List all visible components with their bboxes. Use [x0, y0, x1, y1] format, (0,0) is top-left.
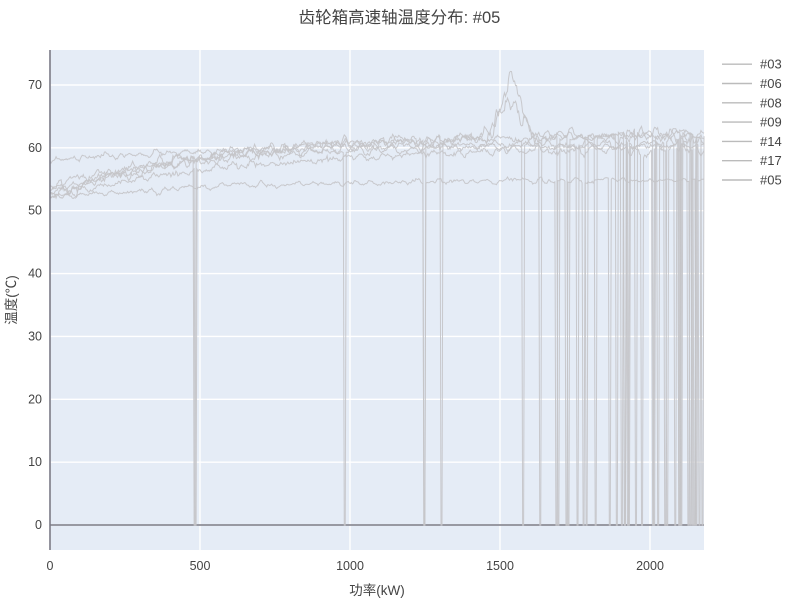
svg-text:温度(℃): 温度(℃) [4, 275, 19, 325]
svg-text:#08: #08 [760, 95, 782, 110]
svg-text:#03: #03 [760, 57, 782, 72]
svg-text:1500: 1500 [486, 559, 514, 573]
svg-text:#14: #14 [760, 134, 782, 149]
svg-text:#17: #17 [760, 153, 782, 168]
svg-text:500: 500 [190, 559, 211, 573]
svg-text:10: 10 [28, 455, 42, 469]
svg-text:70: 70 [28, 78, 42, 92]
svg-text:0: 0 [35, 518, 42, 532]
svg-text:#06: #06 [760, 76, 782, 91]
svg-text:齿轮箱高速轴温度分布: #05: 齿轮箱高速轴温度分布: #05 [299, 8, 501, 27]
svg-text:30: 30 [28, 329, 42, 343]
svg-text:功率(kW): 功率(kW) [349, 582, 404, 598]
svg-text:40: 40 [28, 267, 42, 281]
svg-text:20: 20 [28, 392, 42, 406]
svg-text:0: 0 [47, 559, 54, 573]
svg-text:#05: #05 [760, 173, 782, 188]
svg-text:1000: 1000 [336, 559, 364, 573]
svg-text:60: 60 [28, 141, 42, 155]
svg-text:2000: 2000 [636, 559, 664, 573]
svg-text:#09: #09 [760, 115, 782, 130]
svg-text:50: 50 [28, 204, 42, 218]
